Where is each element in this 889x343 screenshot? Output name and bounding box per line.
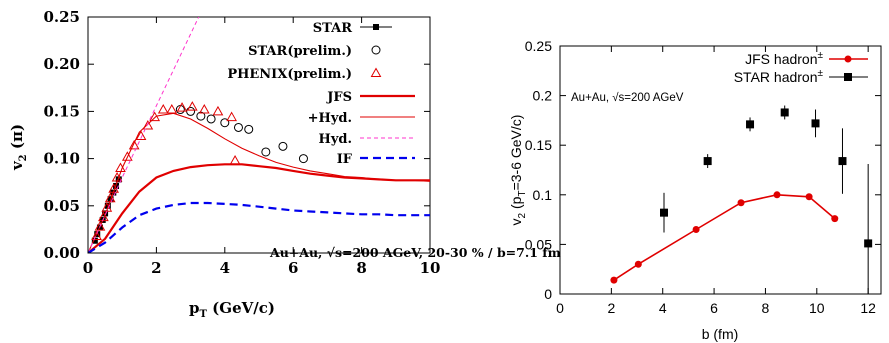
left-series-phenix-prelim-point	[229, 154, 241, 165]
right-series-star-point	[703, 157, 712, 166]
left-series-star-prelim-point	[220, 118, 230, 128]
left-series-star-point	[102, 210, 109, 217]
right-y-tick-label: 0.1	[533, 187, 553, 203]
left-series-jfs-line	[88, 163, 430, 253]
right-y-tick-label: 0	[544, 286, 552, 302]
left-x-tick-label: 10	[420, 259, 441, 277]
left-series-phenix-prelim-point	[142, 120, 154, 130]
right-x-tick-label: 2	[607, 300, 615, 316]
left-series-phenix-prelim-point	[128, 139, 140, 150]
right-series-jfs-point	[831, 215, 839, 223]
left-y-tick-label: 0.15	[43, 102, 80, 120]
left-series-if-line	[88, 201, 430, 253]
left-series-hyd-line	[88, 17, 200, 253]
left-y-tick-label: 0.05	[43, 197, 80, 215]
left-series-star-point	[115, 176, 122, 183]
right-legend-marker-star-hadron	[844, 73, 852, 81]
left-series-phenix-prelim-point	[98, 211, 109, 222]
left-series-phenix-prelim-point	[166, 103, 178, 114]
left-series-star-prelim-point	[298, 154, 308, 164]
right-y-tick-label: 0.2	[533, 88, 553, 104]
left-x-tick-label: 4	[220, 259, 230, 277]
right-series-jfs-point	[773, 191, 781, 199]
right-series-jfs-point	[610, 276, 618, 284]
right-x-tick-label: 10	[809, 300, 825, 316]
left-series-star-point	[91, 237, 98, 244]
left-chart-panel: 0 2 4 6 8 100.000.050.100.150.200.25 Au+Au, √…	[8, 8, 561, 320]
left-series-star-prelim-point	[206, 114, 216, 124]
left-legend-label-phenix-prelim: PHENIX(prelim.)	[227, 67, 352, 82]
left-y-axis-label: v2 (π)	[8, 124, 29, 171]
right-series-star-point	[838, 157, 847, 166]
left-legend-label-hyd: Hyd.	[319, 132, 352, 147]
left-series-star-point	[94, 231, 101, 238]
left-x-axis-label: pT (GeV/c)	[189, 299, 275, 320]
right-y-axis-label: v2 (pT=3-6 GeV/c)	[508, 115, 528, 226]
left-legend-marker-star	[373, 24, 379, 30]
right-y-tick-label: 0.25	[525, 38, 552, 54]
left-legend-label-jfs: JFS	[326, 90, 352, 105]
right-series-jfs-line	[613, 193, 836, 281]
right-chart-panel: 0 2 4 6 8 10 12 0 0.05 0.1 0.15 0.2 0.25 Au+Au, √s=2…	[508, 38, 882, 342]
left-legend-label-if: IF	[337, 152, 353, 167]
right-x-tick-label: 8	[762, 300, 770, 316]
left-legend-label-star: STAR	[313, 21, 352, 36]
left-series-phenix-prelim-point	[212, 105, 224, 116]
left-legend-label-hyd: +Hyd.	[308, 111, 352, 126]
right-series-star-point	[780, 108, 789, 117]
right-series-jfs-point	[692, 226, 700, 234]
left-series-star-prelim-point	[278, 141, 288, 151]
left-y-tick-label: 0.10	[43, 150, 80, 168]
left-series-hyd-line	[88, 112, 430, 253]
left-legend-marker-star-prelim	[371, 45, 381, 55]
left-y-tick-label: 0.25	[43, 8, 80, 26]
right-series-star-point	[864, 239, 873, 248]
left-series-phenix-prelim-point	[157, 103, 169, 114]
left-series-star-prelim-point	[244, 124, 254, 134]
right-legend-label-star-hadron: STAR hadron±	[734, 68, 824, 85]
left-x-tick-label: 2	[151, 259, 161, 277]
right-y-tick-label: 0.05	[525, 236, 552, 252]
left-x-tick-label: 6	[288, 259, 298, 277]
left-legend-marker-phenix-prelim	[370, 67, 382, 77]
left-series-phenix-prelim-point	[198, 103, 210, 114]
right-annotation: Au+Au, √s=200 AGeV	[571, 91, 684, 104]
left-y-tick-label: 0.20	[43, 55, 80, 73]
left-x-tick-label: 8	[356, 259, 366, 277]
left-series-phenix-prelim-point	[135, 130, 147, 140]
left-annotation: Au+Au, √s=200 AGeV, 20-30 % / b=7.1 fm	[269, 245, 561, 260]
right-series-jfs-point	[634, 260, 642, 268]
right-x-axis-label: b (fm)	[702, 326, 739, 342]
left-series-phenix-prelim-point	[226, 111, 237, 122]
right-plot-frame	[559, 45, 882, 295]
left-legend-label-star-prelim: STAR(prelim.)	[248, 44, 352, 59]
left-series-star-prelim-point	[233, 122, 243, 132]
left-y-tick-label: 0.00	[43, 244, 80, 262]
left-series-phenix-prelim-point	[186, 101, 198, 111]
left-x-tick-label: 0	[83, 259, 93, 277]
right-series-jfs-point	[805, 193, 813, 201]
right-series-star-point	[811, 119, 820, 128]
left-series-phenix-prelim-point	[91, 230, 102, 241]
left-series-star-prelim-point	[186, 106, 196, 116]
right-series-star-point	[746, 120, 755, 129]
left-series-star-prelim-point	[196, 111, 206, 121]
right-x-tick-label: 12	[860, 300, 876, 316]
left-series-star-prelim-point	[261, 147, 271, 157]
right-legend-marker-jfs-hadron	[844, 55, 852, 63]
right-series-jfs-point	[737, 199, 745, 207]
left-series-phenix-prelim-point	[94, 221, 106, 231]
right-legend-label-jfs-hadron: JFS hadron±	[745, 50, 823, 67]
right-y-tick-label: 0.15	[525, 137, 552, 153]
right-x-tick-label: 0	[556, 300, 564, 316]
left-series-phenix-prelim-point	[121, 151, 133, 161]
left-series-phenix-prelim-point	[176, 102, 188, 112]
right-x-tick-label: 4	[659, 300, 667, 316]
right-series-star-point	[660, 208, 669, 217]
right-x-tick-label: 6	[710, 300, 718, 316]
